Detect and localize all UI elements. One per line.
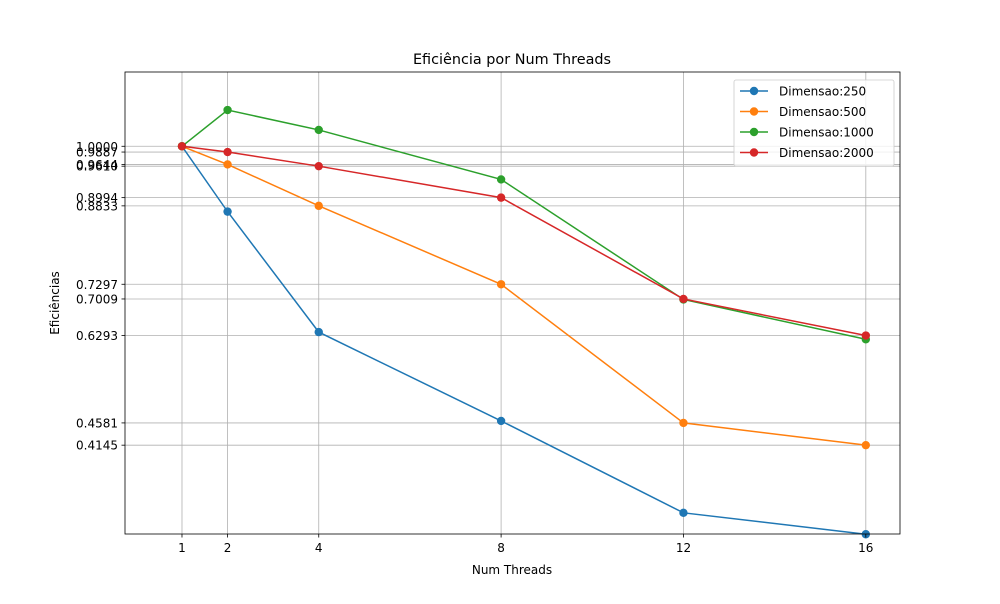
x-axis-ticks: 1 2 4 8 12 16 xyxy=(178,534,873,555)
y-tick-label: 0.4581 xyxy=(76,416,118,430)
x-tick-label: 12 xyxy=(676,541,691,555)
legend-label: Dimensao:500 xyxy=(779,105,866,119)
x-tick-label: 2 xyxy=(224,541,232,555)
legend-item: Dimensao:250 xyxy=(740,85,866,99)
plot-frame xyxy=(124,71,901,535)
series-layer xyxy=(177,105,871,539)
x-tick-label: 8 xyxy=(497,541,505,555)
x-axis-title: Num Threads xyxy=(472,563,552,577)
y-tick-label: 0.9644 xyxy=(76,158,118,172)
y-tick-label: 0.9887 xyxy=(76,146,118,160)
data-point xyxy=(314,161,323,171)
data-point xyxy=(314,201,323,211)
y-tick-label: 0.6293 xyxy=(76,329,118,343)
data-point xyxy=(314,327,323,337)
data-point xyxy=(679,294,688,304)
data-point xyxy=(496,416,506,426)
legend-item: Dimensao:500 xyxy=(740,105,866,119)
series-line xyxy=(181,145,866,446)
data-point xyxy=(314,125,323,135)
legend-item: Dimensao:2000 xyxy=(740,146,874,160)
data-point xyxy=(679,508,688,518)
legend-item: Dimensao:1000 xyxy=(740,126,874,140)
legend-marker xyxy=(749,127,759,137)
data-point xyxy=(679,418,688,428)
y-tick-label: 0.4145 xyxy=(76,439,118,453)
legend-label: Dimensao:1000 xyxy=(779,126,874,140)
series-dimensao-250 xyxy=(177,142,871,539)
legend-marker xyxy=(749,86,759,96)
series-dimensao-2000 xyxy=(177,142,871,340)
y-tick-label: 0.8994 xyxy=(76,191,118,205)
legend-label: Dimensao:2000 xyxy=(779,146,874,160)
data-point xyxy=(223,147,232,157)
data-point xyxy=(496,280,506,289)
legend-marker xyxy=(749,107,759,116)
data-point xyxy=(177,142,187,151)
data-point xyxy=(496,193,506,202)
series-dimensao-500 xyxy=(177,142,871,450)
data-point xyxy=(496,175,506,184)
data-point xyxy=(861,331,871,340)
series-line xyxy=(181,109,866,340)
y-axis-title: Eficiências xyxy=(48,271,62,335)
x-tick-label: 1 xyxy=(178,541,186,555)
legend-label: Dimensao:250 xyxy=(779,85,866,99)
y-tick-label: 0.9610 xyxy=(76,160,118,174)
legend: Dimensao:250 Dimensao:500 Dimensao:1000 Dim… xyxy=(733,79,895,167)
x-tick-label: 16 xyxy=(858,541,873,555)
y-tick-label: 0.7009 xyxy=(76,292,118,306)
series-line xyxy=(181,145,866,337)
legend-marker xyxy=(749,148,759,157)
data-point xyxy=(223,207,232,216)
data-point xyxy=(861,440,871,450)
data-point xyxy=(223,160,232,169)
y-tick-label: 0.8833 xyxy=(76,199,118,213)
data-point xyxy=(223,105,232,115)
y-tick-label: 0.7297 xyxy=(76,278,118,292)
legend-frame xyxy=(733,79,895,167)
x-tick-label: 4 xyxy=(315,541,323,555)
series-line xyxy=(181,145,866,536)
chart-title: Eficiência por Num Threads xyxy=(413,52,611,68)
y-tick-label: 1.0000 xyxy=(76,140,118,154)
